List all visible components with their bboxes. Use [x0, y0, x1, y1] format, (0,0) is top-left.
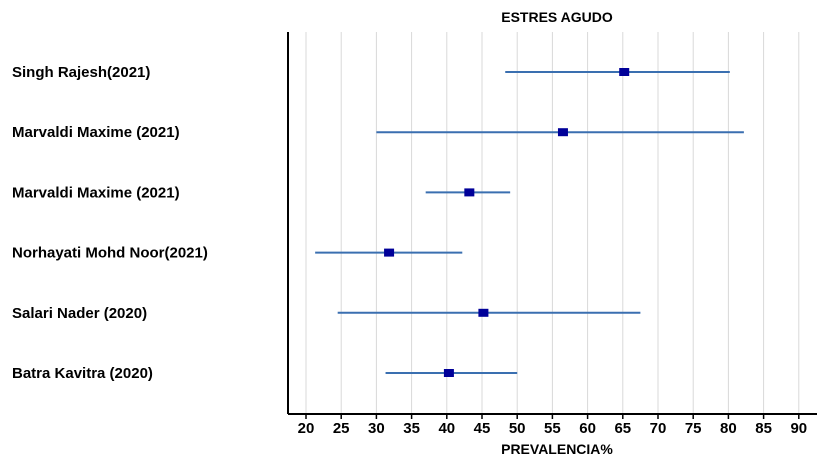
point-estimate — [557, 128, 568, 137]
gridlines — [305, 32, 800, 414]
study-label: Salari Nader (2020) — [12, 305, 147, 322]
x-tick-label: 30 — [368, 420, 385, 437]
x-tick-label: 35 — [403, 420, 420, 437]
x-tick-label: 80 — [720, 420, 737, 437]
study-label: Norhayati Mohd Noor(2021) — [12, 245, 208, 262]
point-estimate — [384, 248, 395, 257]
study-rows: Singh Rajesh(2021) Marvaldi Maxime (2021)… — [12, 64, 744, 382]
x-tick-label: 55 — [544, 420, 561, 437]
x-axis-ticks: 20 25 30 35 40 45 50 55 60 65 70 75 80 85 90 — [298, 414, 807, 437]
x-tick-label: 85 — [755, 420, 772, 437]
x-tick-label: 75 — [685, 420, 702, 437]
x-tick-label: 20 — [298, 420, 315, 437]
study-label: Batra Kavitra (2020) — [12, 365, 153, 382]
x-tick-label: 50 — [509, 420, 526, 437]
point-estimate — [464, 188, 475, 197]
study-label: Marvaldi Maxime (2021) — [12, 124, 180, 141]
point-estimate — [443, 369, 454, 377]
study-label: Marvaldi Maxime (2021) — [12, 184, 180, 201]
x-tick-label: 70 — [650, 420, 667, 437]
x-tick-label: 60 — [579, 420, 596, 437]
x-tick-label: 65 — [614, 420, 631, 437]
x-tick-label: 40 — [438, 420, 455, 437]
point-estimate — [619, 68, 630, 76]
x-tick-label: 90 — [790, 420, 807, 437]
x-axis-label: PREVALENCIA% — [501, 441, 613, 457]
study-label: Singh Rajesh(2021) — [12, 64, 150, 81]
chart-title: ESTRES AGUDO — [501, 9, 613, 25]
point-estimate — [478, 308, 489, 317]
x-tick-label: 25 — [333, 420, 350, 437]
x-tick-label: 45 — [474, 420, 491, 437]
